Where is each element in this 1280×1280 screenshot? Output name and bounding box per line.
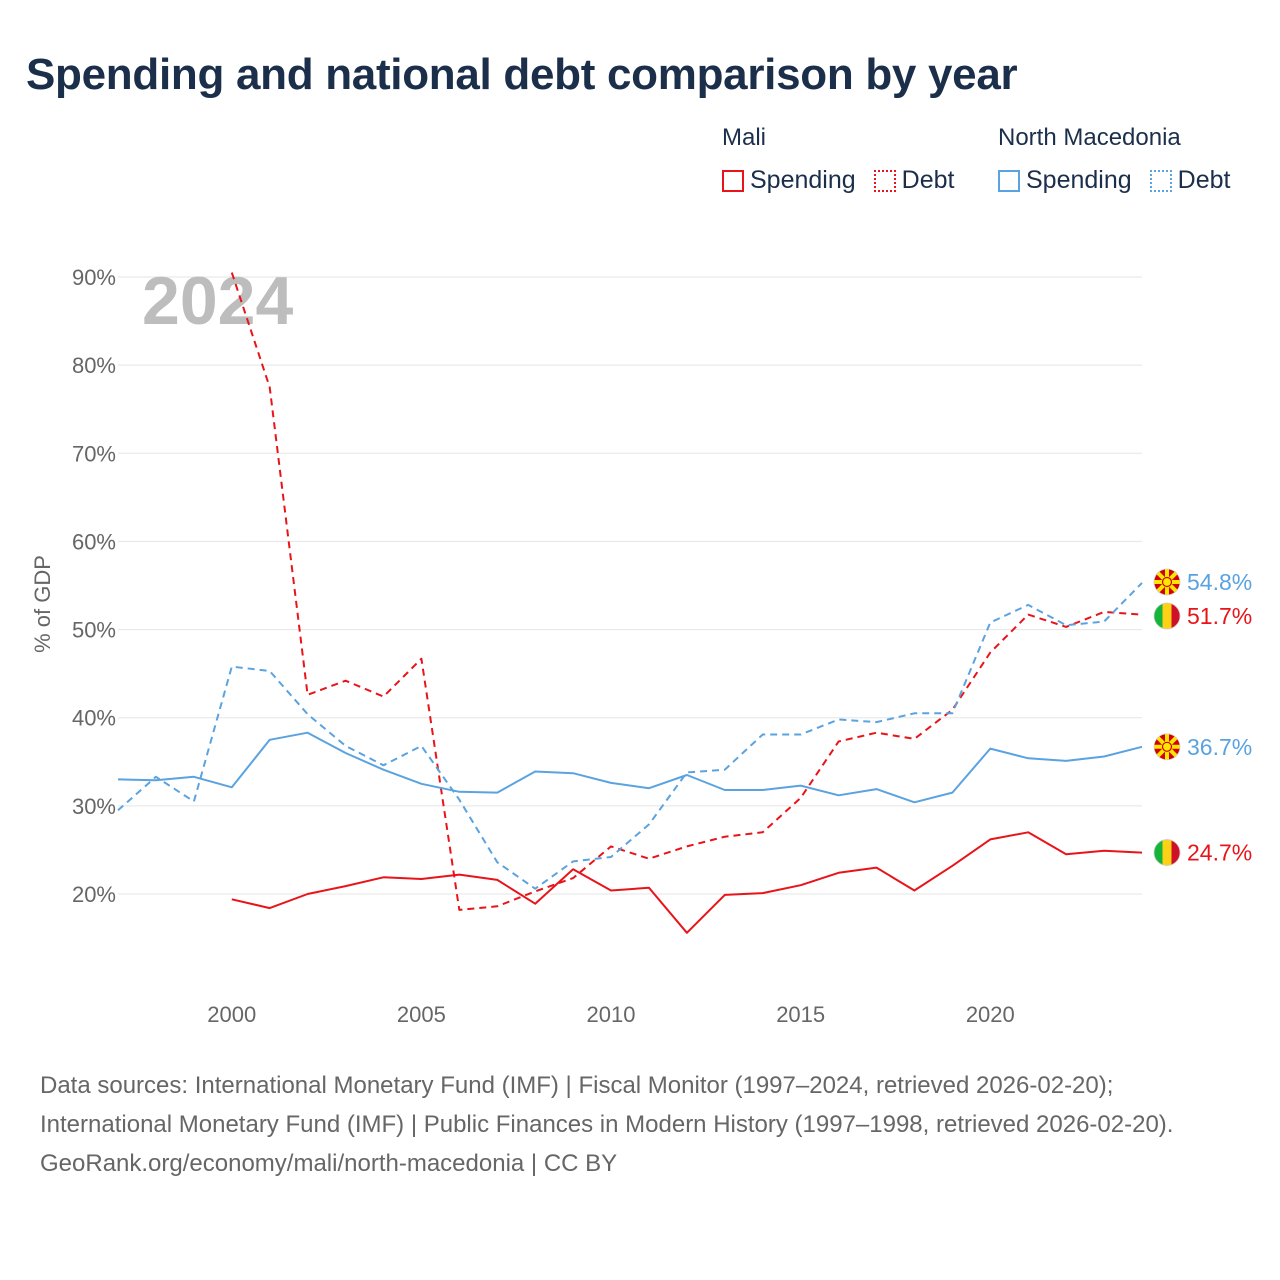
debt-line: [117, 582, 1143, 890]
y-tick-label: 70%: [72, 441, 116, 466]
x-tick-label: 2000: [207, 1002, 256, 1027]
legend-mk-spending[interactable]: Spending: [998, 166, 1132, 195]
spending-line: [231, 831, 1143, 934]
credit-line: GeoRank.org/economy/mali/north-macedonia…: [40, 1150, 618, 1177]
debt-line: [230, 272, 1143, 911]
x-tick-label: 2015: [776, 1002, 825, 1027]
legend-swatch-dotted: [1149, 169, 1172, 192]
flag-stripe-yellow: [1162, 603, 1172, 629]
flag-stripe-green: [1154, 839, 1163, 866]
end-value-label: 24.7%: [1187, 840, 1252, 866]
legend-label: Spending: [1026, 166, 1132, 194]
legend-label: Debt: [1177, 166, 1231, 194]
year-watermark: 2024: [142, 263, 293, 339]
x-tick-label: 2005: [397, 1002, 446, 1027]
end-value-label: 51.7%: [1187, 603, 1252, 629]
data-sources: Data sources: International Monetary Fun…: [40, 1072, 1174, 1138]
legend-mali-spending[interactable]: Spending: [722, 166, 856, 195]
legend-swatch-dotted: [873, 169, 896, 192]
legend-label: Spending: [750, 166, 856, 194]
y-tick-label: 90%: [72, 265, 116, 290]
flag-border: [1153, 733, 1181, 761]
flag-stripe-red: [1171, 603, 1180, 629]
legend-group-north-macedonia: North Macedonia Spending Debt: [998, 124, 1230, 195]
north-macedonia-flag-icon: [1153, 568, 1181, 596]
legend-group-mali: Mali Spending Debt: [722, 124, 954, 195]
flag-border: [1153, 568, 1181, 596]
spending-line: [117, 731, 1143, 804]
end-value-label: 36.7%: [1187, 734, 1252, 760]
legend-mk-debt[interactable]: Debt: [1149, 166, 1231, 195]
flag-sun: [1161, 576, 1173, 588]
end-value-label: 54.8%: [1187, 569, 1252, 595]
y-tick-label: 80%: [72, 353, 116, 378]
flag-stripe-red: [1171, 839, 1180, 866]
flag-border: [1153, 839, 1181, 866]
legend-label: Debt: [901, 166, 955, 194]
y-tick-label: 60%: [72, 529, 116, 554]
legend-group-name: Mali: [722, 124, 767, 151]
north-macedonia-flag-icon: [1153, 733, 1181, 761]
flag-sun: [1161, 741, 1173, 752]
mali-flag-icon: [1153, 602, 1181, 630]
y-tick-label: 30%: [72, 794, 116, 819]
y-tick-label: 40%: [72, 706, 116, 731]
legend-swatch-solid: [722, 169, 744, 192]
legend-swatch-solid: [998, 169, 1020, 192]
footer: Data sources: International Monetary Fun…: [40, 1066, 1240, 1183]
legend-group-name: North Macedonia: [998, 124, 1181, 151]
y-tick-label: 20%: [72, 882, 116, 907]
y-tick-label: 50%: [72, 618, 116, 643]
y-axis-title: % of GDP: [30, 555, 55, 653]
flag-stripe-yellow: [1162, 839, 1172, 866]
flag-stripe-green: [1154, 603, 1163, 629]
legend-mali-debt[interactable]: Debt: [873, 166, 955, 195]
flag-body: [1154, 603, 1180, 629]
flag-body: [1154, 839, 1180, 866]
x-tick-label: 2020: [966, 1002, 1015, 1027]
flag-body: [1154, 569, 1180, 595]
flag-body: [1154, 733, 1180, 760]
line-chart: 20% 30% 40% 50% 60% 70% 80% 90% 2000 2005 2010 2015…: [30, 263, 1252, 1027]
mali-flag-icon: [1153, 839, 1181, 866]
x-tick-label: 2010: [587, 1002, 636, 1027]
chart-title: Spending and national debt comparison by…: [26, 50, 1018, 99]
flag-border: [1153, 602, 1181, 630]
